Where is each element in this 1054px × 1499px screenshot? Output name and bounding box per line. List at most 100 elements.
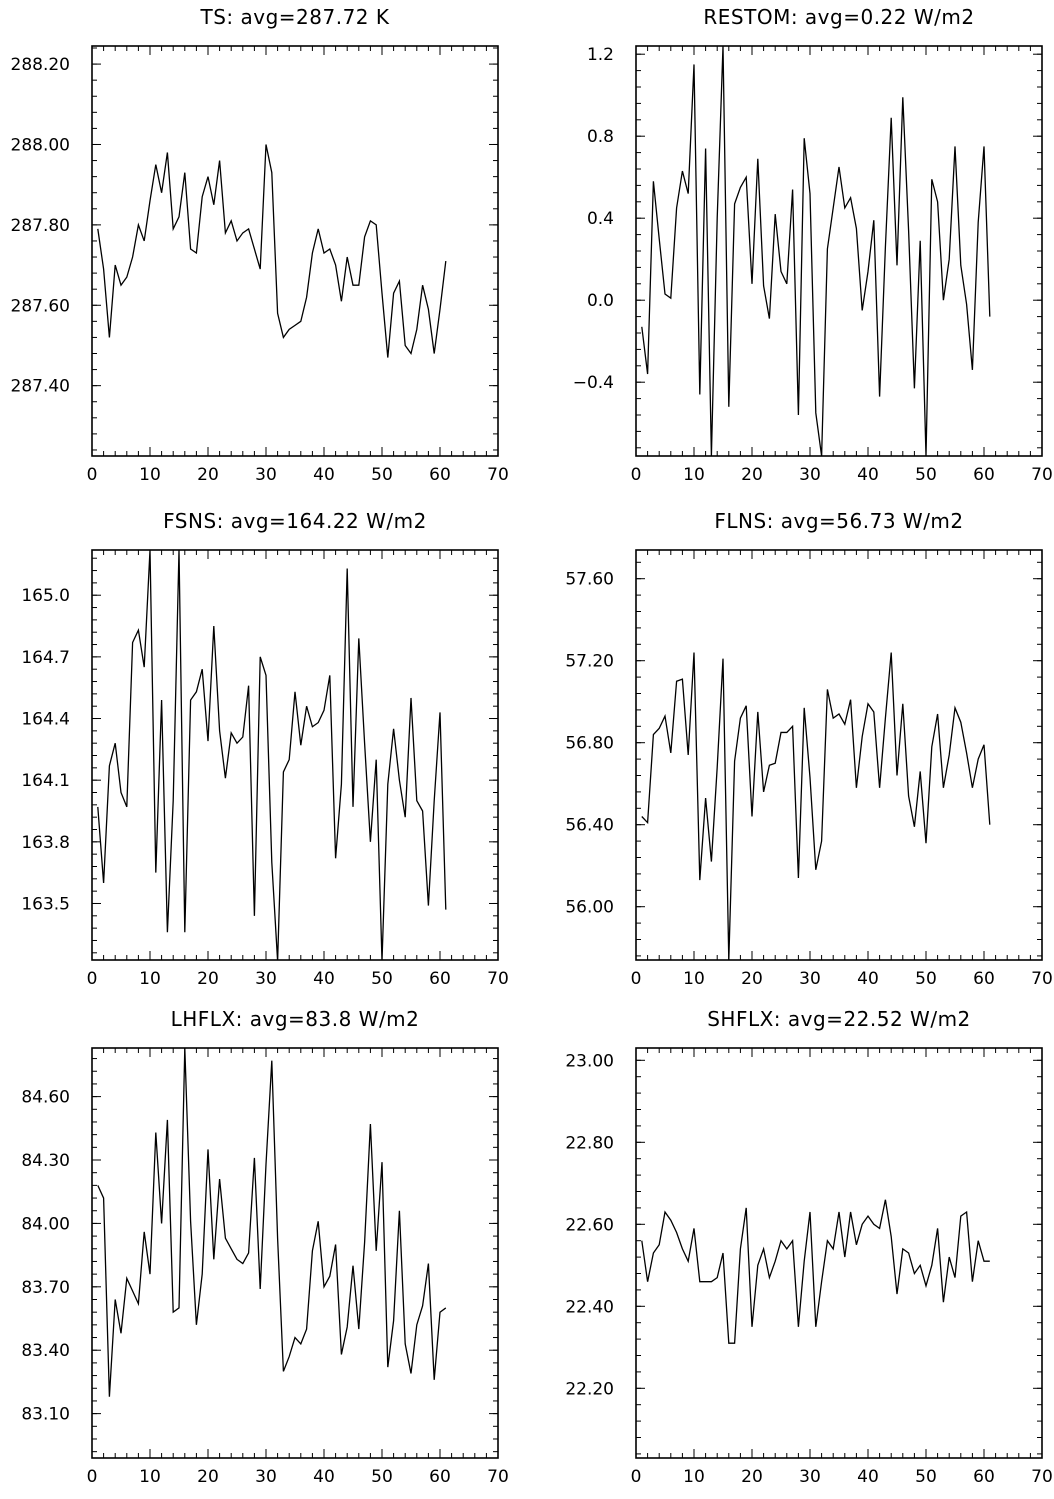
x-tick-label: 10: [139, 1467, 161, 1487]
y-tick-label: 22.40: [565, 1297, 614, 1317]
y-tick-label: 0.8: [587, 127, 614, 147]
panel-4: FLNS: avg=56.73 W/m2 0 10 20 30 40 50 60 70 57.60…: [565, 509, 1052, 989]
x-tick-label: 0: [87, 1467, 98, 1487]
series-line-1: [641, 46, 991, 456]
panel-5: LHFLX: avg=83.8 W/m2 0 10 20 30 40 50 60 70 84.60…: [21, 1007, 508, 1487]
x-tick-label: 20: [197, 465, 219, 485]
x-tick-label: 0: [631, 465, 642, 485]
x-tick-label: 20: [741, 465, 763, 485]
y-tick-label: 164.1: [21, 771, 70, 791]
y-tick-label: 23.00: [565, 1051, 614, 1071]
panel-title: RESTOM: avg=0.22 W/m2: [703, 5, 974, 29]
y-tick-label: 56.80: [565, 734, 614, 754]
plot-frame: [635, 549, 1043, 961]
panel-2: RESTOM: avg=0.22 W/m2 0 10 20 30 40 50 60 70 1.2 0…: [573, 5, 1053, 485]
y-tick-label: 57.20: [565, 652, 614, 672]
y-tick-label: 22.60: [565, 1215, 614, 1235]
y-tick-label: 287.80: [11, 216, 70, 236]
x-tick-label: 70: [1031, 465, 1053, 485]
series-line-1: [97, 550, 447, 960]
axis-ticks: [635, 46, 1043, 456]
x-tick-label: 70: [1031, 1467, 1053, 1487]
y-tick-label: 163.5: [21, 894, 70, 914]
x-tick-label: 40: [313, 969, 335, 989]
x-tick-label: 20: [197, 1467, 219, 1487]
x-tick-label: 30: [255, 1467, 277, 1487]
x-tick-label: 70: [1031, 969, 1053, 989]
plot-frame: [91, 549, 499, 961]
y-tick-label: 0.0: [587, 291, 614, 311]
y-tick-label: 163.8: [21, 833, 70, 853]
x-tick-label: 30: [799, 969, 821, 989]
x-tick-label: 30: [255, 465, 277, 485]
x-tick-label: 50: [915, 1467, 937, 1487]
x-tick-label: 10: [139, 465, 161, 485]
x-tick-label: 70: [487, 465, 509, 485]
y-tick-label: 22.80: [565, 1133, 614, 1153]
x-tick-label: 10: [683, 969, 705, 989]
panel-title: LHFLX: avg=83.8 W/m2: [171, 1007, 420, 1031]
y-tick-label: 84.30: [21, 1151, 70, 1171]
y-tick-label: 84.00: [21, 1214, 70, 1234]
x-tick-label: 60: [429, 1467, 451, 1487]
x-tick-label: 60: [429, 969, 451, 989]
series-line-1: [97, 144, 447, 358]
y-tick-label: 164.7: [21, 648, 70, 668]
x-tick-label: 40: [857, 969, 879, 989]
y-tick-label: 56.00: [565, 898, 614, 918]
x-tick-label: 50: [371, 969, 393, 989]
y-tick-label: 83.70: [21, 1278, 70, 1298]
x-tick-label: 20: [741, 969, 763, 989]
x-tick-label: 20: [741, 1467, 763, 1487]
x-tick-label: 70: [487, 1467, 509, 1487]
y-tick-label: 83.40: [21, 1341, 70, 1361]
plot-frame: [635, 1047, 1043, 1459]
y-tick-label: 1.2: [587, 45, 614, 65]
axis-ticks: [635, 550, 1043, 960]
x-tick-label: 10: [683, 1467, 705, 1487]
x-tick-label: 60: [973, 465, 995, 485]
y-tick-label: 84.60: [21, 1088, 70, 1108]
x-tick-label: 50: [915, 465, 937, 485]
series-line-1: [641, 652, 991, 960]
y-tick-label: 164.4: [21, 710, 70, 730]
x-tick-label: 30: [799, 465, 821, 485]
x-tick-label: 30: [799, 1467, 821, 1487]
panel-3: FSNS: avg=164.22 W/m2 0 10 20 30 40 50 60 70 165.…: [21, 509, 508, 989]
axis-ticks: [91, 1048, 499, 1458]
x-tick-label: 40: [313, 1467, 335, 1487]
y-tick-label: 287.40: [11, 377, 70, 397]
series-line-1: [641, 1199, 990, 1344]
axis-ticks: [635, 1048, 1043, 1458]
x-tick-label: 10: [139, 969, 161, 989]
plot-frame: [91, 45, 499, 457]
y-tick-label: 287.60: [11, 296, 70, 316]
x-tick-label: 50: [915, 969, 937, 989]
panel-title: FLNS: avg=56.73 W/m2: [714, 509, 963, 533]
y-tick-label: 22.20: [565, 1379, 614, 1399]
panel-6: SHFLX: avg=22.52 W/m2 0 10 20 30 40 50 60 70 23.0…: [565, 1007, 1052, 1487]
x-tick-label: 40: [313, 465, 335, 485]
panel-1: TS: avg=287.72 K 0 10 20 30 40 50 60 70 288.20 288…: [11, 5, 509, 485]
y-tick-label: −0.4: [573, 373, 614, 393]
panel-title: SHFLX: avg=22.52 W/m2: [707, 1007, 971, 1031]
y-tick-label: 165.0: [21, 586, 70, 606]
panel-title: TS: avg=287.72 K: [199, 5, 389, 29]
x-tick-label: 50: [371, 1467, 393, 1487]
x-tick-label: 40: [857, 465, 879, 485]
plot-frame: [91, 1047, 499, 1459]
y-tick-label: 56.40: [565, 816, 614, 836]
y-tick-label: 0.4: [587, 209, 614, 229]
y-tick-label: 288.20: [11, 55, 70, 75]
axis-ticks: [91, 46, 499, 456]
x-tick-label: 60: [973, 1467, 995, 1487]
series-line-1: [97, 1048, 447, 1397]
x-tick-label: 70: [487, 969, 509, 989]
y-tick-label: 288.00: [11, 135, 70, 155]
x-tick-label: 10: [683, 465, 705, 485]
x-tick-label: 50: [371, 465, 393, 485]
x-tick-label: 40: [857, 1467, 879, 1487]
x-tick-label: 30: [255, 969, 277, 989]
